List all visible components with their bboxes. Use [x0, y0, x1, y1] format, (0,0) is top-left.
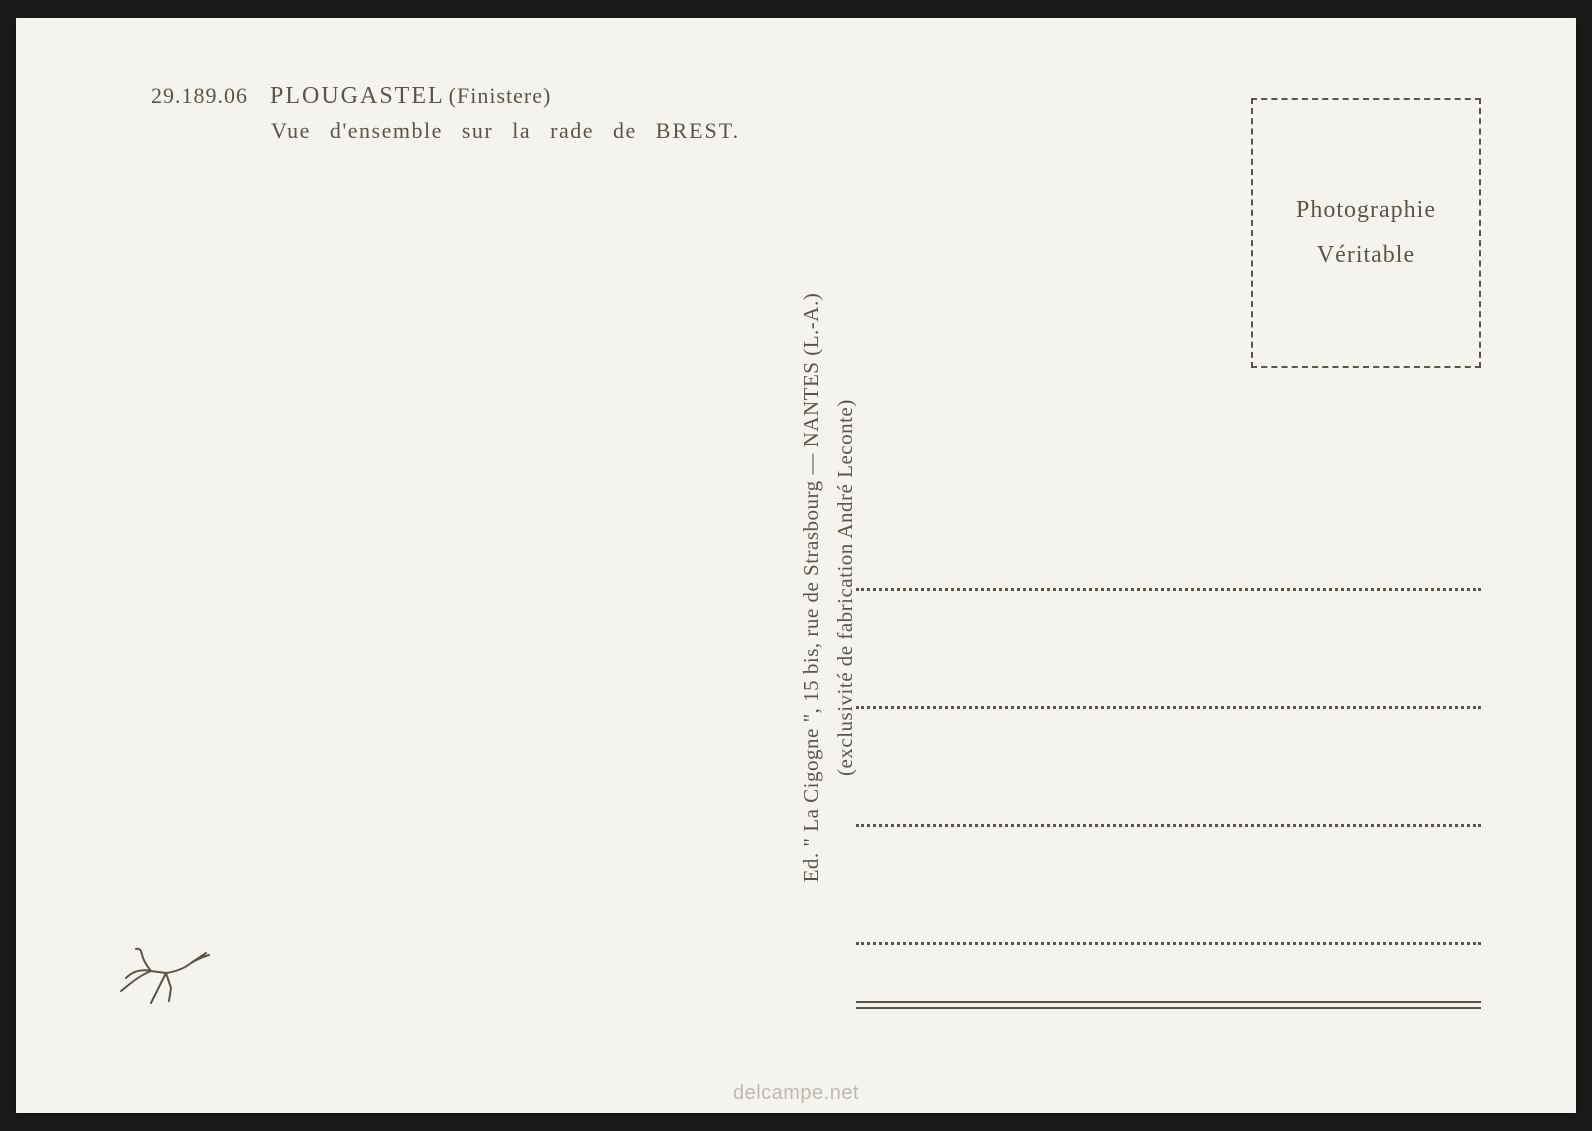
- address-line: [856, 942, 1481, 945]
- publisher-info: Ed. " La Cigogne ", 15 bis, rue de Stras…: [795, 293, 862, 883]
- title-line: 29.189.06 PLOUGASTEL (Finistere): [151, 83, 740, 110]
- publisher-line1: Ed. " La Cigogne ", 15 bis, rue de Stras…: [799, 293, 823, 883]
- bottom-rule: [856, 1001, 1481, 1013]
- stamp-text-line1: Photographie: [1296, 197, 1436, 224]
- center-divider: Ed. " La Cigogne ", 15 bis, rue de Stras…: [814, 193, 844, 983]
- address-area: [856, 588, 1481, 945]
- address-line: [856, 588, 1481, 591]
- address-line: [856, 706, 1481, 709]
- stamp-text-line2: Véritable: [1317, 242, 1415, 269]
- address-line: [856, 824, 1481, 827]
- stamp-placeholder: Photographie Véritable: [1251, 98, 1481, 368]
- location-title: PLOUGASTEL: [270, 83, 445, 110]
- location-region: (Finistere): [449, 83, 552, 108]
- postcard-header: 29.189.06 PLOUGASTEL (Finistere) Vue d'e…: [151, 83, 740, 144]
- subtitle-prefix: Vue d'ensemble sur la rade de: [271, 118, 637, 143]
- watermark-text: delcampe.net: [733, 1082, 859, 1105]
- stork-icon: [111, 933, 221, 1013]
- rule-line: [856, 1001, 1481, 1003]
- reference-number: 29.189.06: [151, 83, 248, 109]
- subtitle-line: Vue d'ensemble sur la rade de BREST.: [271, 118, 740, 144]
- postcard-back: 29.189.06 PLOUGASTEL (Finistere) Vue d'e…: [16, 18, 1576, 1113]
- rule-line: [856, 1007, 1481, 1009]
- subtitle-location: BREST.: [656, 118, 740, 143]
